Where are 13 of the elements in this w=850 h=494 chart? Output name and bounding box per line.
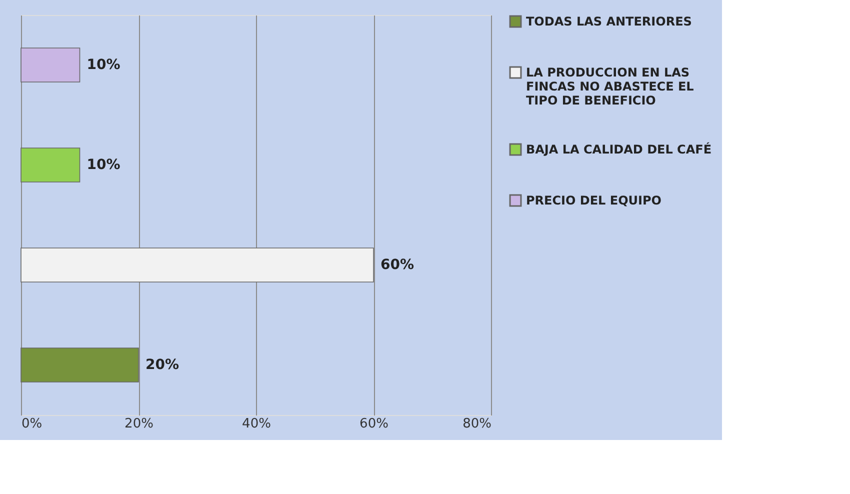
data-label: 10%: [86, 157, 120, 173]
legend-label: PRECIO DEL EQUIPO: [526, 194, 662, 208]
legend-label: TODAS LAS ANTERIORES: [526, 14, 692, 28]
x-tick-label: 80%: [462, 416, 492, 432]
legend-label: LA PRODUCCION EN LAS FINCAS NO ABASTECE EL TIPO DE BENEFICIO: [526, 66, 694, 108]
data-label: 10%: [86, 57, 120, 73]
x-tick-label: 20%: [124, 416, 154, 432]
legend-label: BAJA LA CALIDAD DEL CAFÉ: [526, 142, 712, 156]
x-tick-label: 0%: [22, 416, 42, 432]
x-tick-label: 60%: [360, 416, 388, 432]
x-tick-label: 40%: [242, 416, 271, 432]
data-label: 60%: [380, 257, 414, 273]
data-label: 20%: [146, 357, 180, 373]
